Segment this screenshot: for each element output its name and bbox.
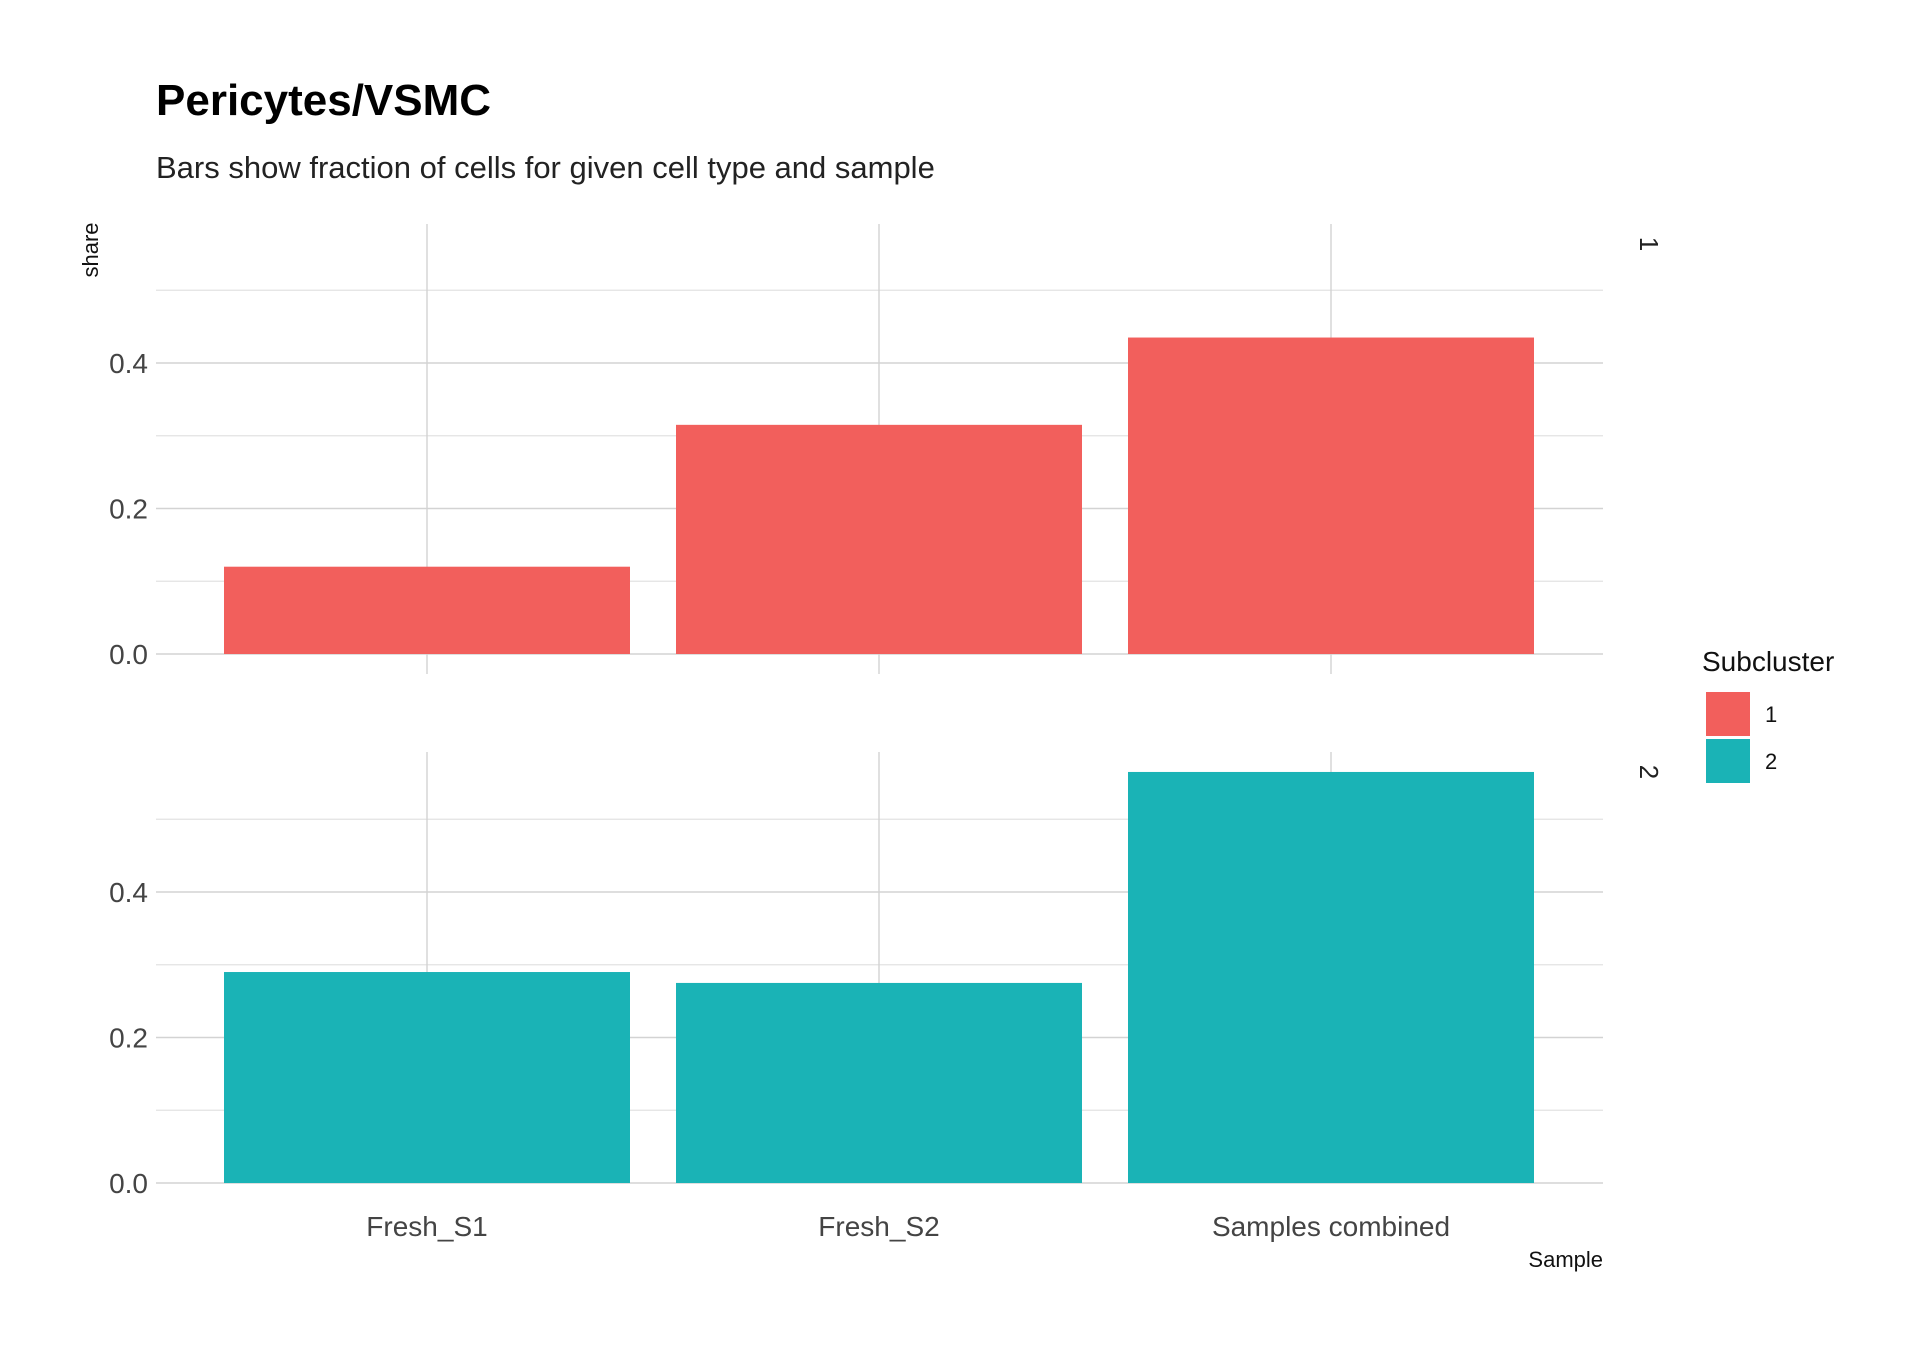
legend-swatch [1706, 692, 1750, 736]
bar-samples-combined-subcluster-1 [1128, 337, 1534, 654]
x-axis-title: Sample [1528, 1247, 1603, 1272]
chart-title: Pericytes/VSMC [156, 76, 491, 125]
y-axis-title: share [78, 222, 103, 277]
x-tick-label: Fresh_S1 [366, 1211, 487, 1242]
legend: 12 [1706, 692, 1777, 783]
y-tick-label: 0.0 [109, 1168, 148, 1199]
x-tick-label: Fresh_S2 [818, 1211, 939, 1242]
y-tick-label: 0.4 [109, 877, 148, 908]
facet-strip-label: 2 [1634, 765, 1664, 779]
y-tick-label: 0.2 [109, 1023, 148, 1054]
legend-swatch [1706, 739, 1750, 783]
y-tick-label: 0.2 [109, 494, 148, 525]
plot-area: 0.0 0.2 0.4 1 0.0 0.2 0.4 2 Fresh_S1 Fresh_S2 Samp… [109, 224, 1664, 1242]
chart-subtitle: Bars show fraction of cells for given ce… [156, 150, 935, 185]
x-tick-label: Samples combined [1212, 1211, 1450, 1242]
facet-panel-1: 0.0 0.2 0.4 1 [109, 224, 1664, 674]
bar-fresh-s1-subcluster-2 [224, 972, 630, 1183]
legend-title: Subcluster [1702, 646, 1834, 677]
legend-label: 1 [1765, 702, 1777, 727]
facet-panel-2: 0.0 0.2 0.4 2 [109, 752, 1664, 1199]
facet-strip-label: 1 [1634, 237, 1664, 251]
bar-samples-combined-subcluster-2 [1128, 771, 1534, 1183]
bar-fresh-s1-subcluster-1 [224, 566, 630, 654]
legend-label: 2 [1765, 749, 1777, 774]
y-tick-label: 0.4 [109, 348, 148, 379]
bar-fresh-s2-subcluster-1 [676, 424, 1082, 654]
y-tick-label: 0.0 [109, 639, 148, 670]
bar-fresh-s2-subcluster-2 [676, 982, 1082, 1183]
